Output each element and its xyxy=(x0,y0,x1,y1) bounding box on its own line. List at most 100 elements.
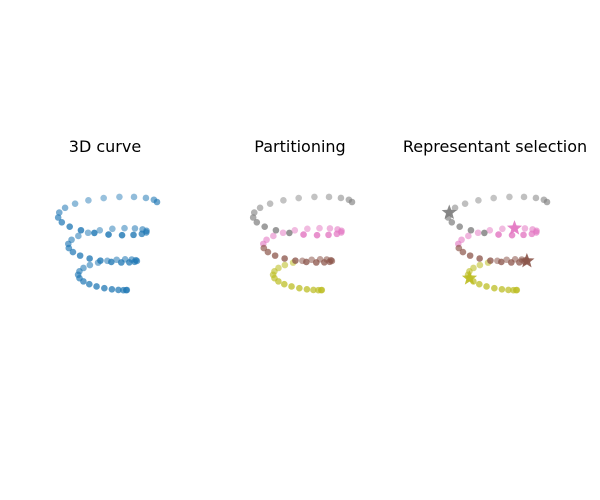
scatter-point xyxy=(108,286,116,293)
scatter-point xyxy=(311,193,318,201)
scatter-point xyxy=(459,248,467,256)
scatter-point xyxy=(292,257,299,264)
scatter-point xyxy=(108,258,115,266)
scatter-point xyxy=(476,280,483,288)
scatter-point xyxy=(499,225,506,233)
scatter-point xyxy=(261,223,268,230)
scatter-point xyxy=(333,230,341,238)
scatter-point xyxy=(61,204,69,212)
scatter-point xyxy=(281,255,288,262)
scatter-point xyxy=(486,227,494,234)
panel-partitioning: Partitioning xyxy=(249,137,356,294)
scatter-point xyxy=(291,227,299,234)
scatter-point xyxy=(130,193,138,201)
scatter-point xyxy=(455,244,463,252)
scatter-point xyxy=(521,225,529,232)
scatter-point xyxy=(105,231,112,238)
scatter-point xyxy=(474,229,482,237)
panel-title-representant-selection: Representant selection xyxy=(403,137,587,156)
scatter-point xyxy=(295,194,302,202)
scatter-point xyxy=(65,244,73,252)
scatter-point xyxy=(304,225,311,233)
representative-star xyxy=(461,270,478,285)
scatter-point xyxy=(266,200,274,207)
scatter-point xyxy=(303,258,310,266)
scatter-point xyxy=(58,219,66,226)
scatter-point xyxy=(66,223,73,230)
scatter-point xyxy=(288,283,295,290)
scatter-points-partitioning xyxy=(249,193,356,294)
scatter-point xyxy=(466,252,474,259)
scatter-point xyxy=(325,231,332,239)
scatter-point xyxy=(253,219,261,226)
representative-star xyxy=(519,252,535,268)
representative-star xyxy=(441,204,457,220)
scatter-point xyxy=(498,286,506,293)
scatter-point xyxy=(296,284,303,292)
scatter-point xyxy=(481,229,488,237)
scatter-point xyxy=(461,200,469,207)
scatter-point xyxy=(130,231,137,239)
scatter-point xyxy=(286,229,293,237)
scatter-point xyxy=(465,232,472,240)
panel-representant-selection: Representant selection xyxy=(403,137,587,294)
scatter-point xyxy=(510,286,517,294)
scatter-point xyxy=(490,194,497,202)
scatter-point xyxy=(275,278,282,285)
scatter-point xyxy=(131,258,138,266)
scatter-point xyxy=(456,223,463,230)
scatter-point xyxy=(483,283,490,290)
scatter-point xyxy=(448,219,456,226)
scatter-point xyxy=(270,232,277,240)
scatter-point xyxy=(520,231,527,239)
scatter-point xyxy=(326,258,333,266)
scatter-point xyxy=(303,286,311,293)
scatter-point xyxy=(109,225,116,233)
scatter-point xyxy=(77,226,85,234)
panel-3d-curve: 3D curve xyxy=(54,137,161,294)
scatter-point xyxy=(326,225,334,232)
scatter-point xyxy=(467,226,475,234)
scatter-point xyxy=(84,229,92,237)
scatter-point xyxy=(249,214,257,221)
scatter-points-representant-selection xyxy=(441,193,551,294)
scatter-point xyxy=(80,278,87,285)
scatter-point xyxy=(118,231,126,239)
scatter-point xyxy=(126,259,133,266)
scatter-point xyxy=(312,259,320,266)
scatter-point xyxy=(325,193,333,201)
scatter-point xyxy=(279,229,287,237)
scatter-point xyxy=(543,198,551,206)
scatter-point xyxy=(316,224,323,232)
scatter-point xyxy=(69,248,77,256)
scatter-point xyxy=(281,261,289,269)
scatter-point xyxy=(506,193,513,201)
scatter-point xyxy=(300,231,307,238)
scatter-point xyxy=(528,230,536,238)
scatter-point xyxy=(153,198,161,206)
scatter-point xyxy=(451,204,459,212)
scatter-point xyxy=(516,259,523,266)
scatter-point xyxy=(86,280,93,288)
scatter-point xyxy=(532,194,540,202)
scatter-point xyxy=(310,286,317,294)
scatter-point xyxy=(495,231,502,238)
scatter-points-3d-curve xyxy=(54,193,161,294)
scatter-point xyxy=(86,255,93,262)
scatter-point xyxy=(475,197,482,204)
scatter-point xyxy=(337,194,345,202)
scatter-point xyxy=(55,209,63,216)
scatter-point xyxy=(250,209,258,216)
scatter-point xyxy=(121,224,128,232)
scatter-point xyxy=(321,259,328,266)
scatter-point xyxy=(85,197,92,204)
scatter-point xyxy=(281,280,288,288)
scatter-point xyxy=(476,255,483,262)
scatter-point xyxy=(520,193,528,201)
scatter-point xyxy=(498,258,505,266)
scatter-point xyxy=(476,261,484,269)
scatter-point xyxy=(507,259,515,266)
representative-star xyxy=(506,220,523,235)
scatter-point xyxy=(491,284,498,292)
